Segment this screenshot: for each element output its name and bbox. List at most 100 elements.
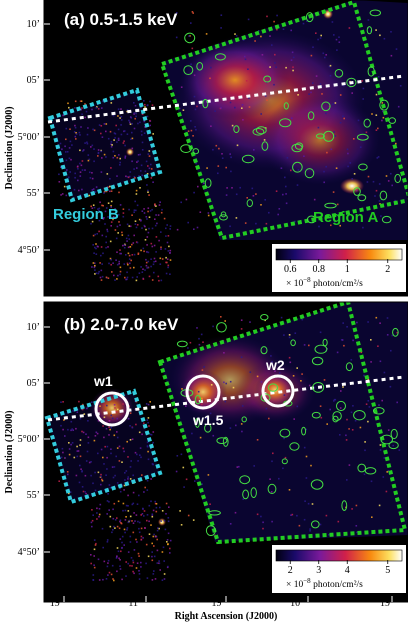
photon-pixel — [116, 447, 119, 449]
photon-pixel — [298, 524, 301, 527]
photon-pixel — [324, 56, 326, 59]
photon-pixel — [256, 439, 259, 441]
photon-pixel — [185, 405, 187, 407]
photon-pixel — [156, 538, 158, 541]
photon-pixel — [137, 520, 139, 523]
photon-pixel — [123, 489, 125, 491]
photon-pixel — [132, 502, 135, 505]
photon-pixel — [164, 528, 167, 531]
photon-pixel — [161, 551, 164, 553]
colorbar-tick-label: 2 — [385, 264, 390, 275]
photon-pixel — [148, 504, 151, 507]
photon-pixel — [117, 137, 120, 140]
point-source-ellipse — [379, 99, 389, 111]
photon-pixel — [116, 482, 119, 484]
photon-pixel — [383, 371, 386, 374]
photon-pixel — [269, 35, 271, 37]
photon-pixel — [101, 204, 103, 207]
photon-pixel — [58, 181, 61, 183]
photon-pixel — [141, 474, 143, 476]
photon-pixel — [212, 148, 214, 151]
photon-pixel — [109, 190, 111, 193]
photon-pixel — [131, 243, 133, 246]
photon-pixel — [117, 500, 120, 503]
photon-pixel — [93, 566, 96, 569]
point-source-ellipse — [222, 436, 229, 447]
photon-pixel — [297, 169, 300, 171]
photon-pixel — [122, 447, 125, 450]
photon-pixel — [68, 157, 71, 160]
photon-pixel — [143, 208, 145, 210]
photon-pixel — [119, 266, 122, 269]
photon-pixel — [143, 422, 145, 425]
photon-pixel — [303, 155, 305, 157]
photon-pixel — [98, 579, 101, 581]
photon-pixel — [329, 408, 331, 411]
photon-pixel — [158, 204, 161, 206]
photon-pixel — [82, 490, 85, 493]
point-source-ellipse — [239, 475, 251, 485]
photon-pixel — [99, 201, 101, 204]
photon-pixel — [129, 121, 131, 124]
photon-pixel — [232, 126, 235, 128]
photon-pixel — [87, 154, 90, 156]
photon-pixel — [147, 189, 149, 192]
photon-pixel — [118, 191, 120, 194]
photon-pixel — [382, 110, 384, 113]
photon-pixel — [89, 177, 92, 179]
photon-pixel — [81, 160, 84, 162]
photon-pixel — [126, 110, 128, 113]
photon-pixel — [308, 384, 311, 387]
photon-pixel — [110, 200, 113, 203]
photon-pixel — [118, 221, 120, 223]
photon-pixel — [137, 122, 139, 125]
photon-pixel — [348, 464, 351, 466]
point-source-ellipse — [366, 26, 373, 35]
photon-pixel — [197, 390, 200, 393]
photon-pixel — [132, 522, 135, 524]
photon-pixel — [390, 440, 393, 443]
photon-pixel — [131, 131, 133, 134]
photon-pixel — [79, 162, 81, 165]
axes: Declination (J2000) Declination (J2000) … — [4, 19, 405, 622]
photon-pixel — [117, 128, 120, 131]
photon-pixel — [67, 428, 69, 431]
photon-pixel — [291, 51, 294, 54]
photon-pixel — [312, 82, 314, 84]
photon-pixel — [70, 429, 72, 432]
photon-pixel — [65, 159, 68, 162]
photon-pixel — [93, 206, 96, 209]
photon-pixel — [95, 186, 98, 188]
photon-pixel — [158, 527, 160, 530]
photon-pixel — [230, 170, 232, 173]
photon-pixel — [229, 523, 232, 525]
photon-pixel — [116, 525, 119, 528]
photon-pixel — [148, 520, 150, 523]
photon-pixel — [131, 426, 134, 429]
photon-pixel — [102, 252, 104, 255]
photon-pixel — [103, 123, 106, 125]
point-source-ellipse — [183, 65, 194, 75]
photon-pixel — [120, 116, 123, 118]
point-source-ellipse — [216, 322, 227, 333]
panel-b-colorbar-gradient — [275, 549, 403, 562]
photon-pixel — [154, 500, 156, 503]
point-source-ellipse — [208, 510, 221, 516]
photon-pixel — [103, 190, 106, 193]
photon-pixel — [148, 194, 150, 196]
photon-pixel — [137, 154, 140, 156]
photon-pixel — [292, 66, 294, 68]
point-source-ellipse — [336, 400, 346, 412]
photon-pixel — [274, 62, 276, 64]
photon-pixel — [113, 274, 115, 277]
photon-pixel — [134, 220, 137, 222]
photon-pixel — [166, 258, 169, 260]
photon-pixel — [100, 254, 102, 257]
photon-pixel — [108, 426, 110, 428]
photon-pixel — [126, 240, 128, 242]
photon-pixel — [235, 193, 238, 196]
photon-pixel — [154, 260, 157, 263]
photon-pixel — [81, 430, 83, 433]
photon-pixel — [367, 175, 370, 178]
photon-pixel — [114, 279, 116, 281]
